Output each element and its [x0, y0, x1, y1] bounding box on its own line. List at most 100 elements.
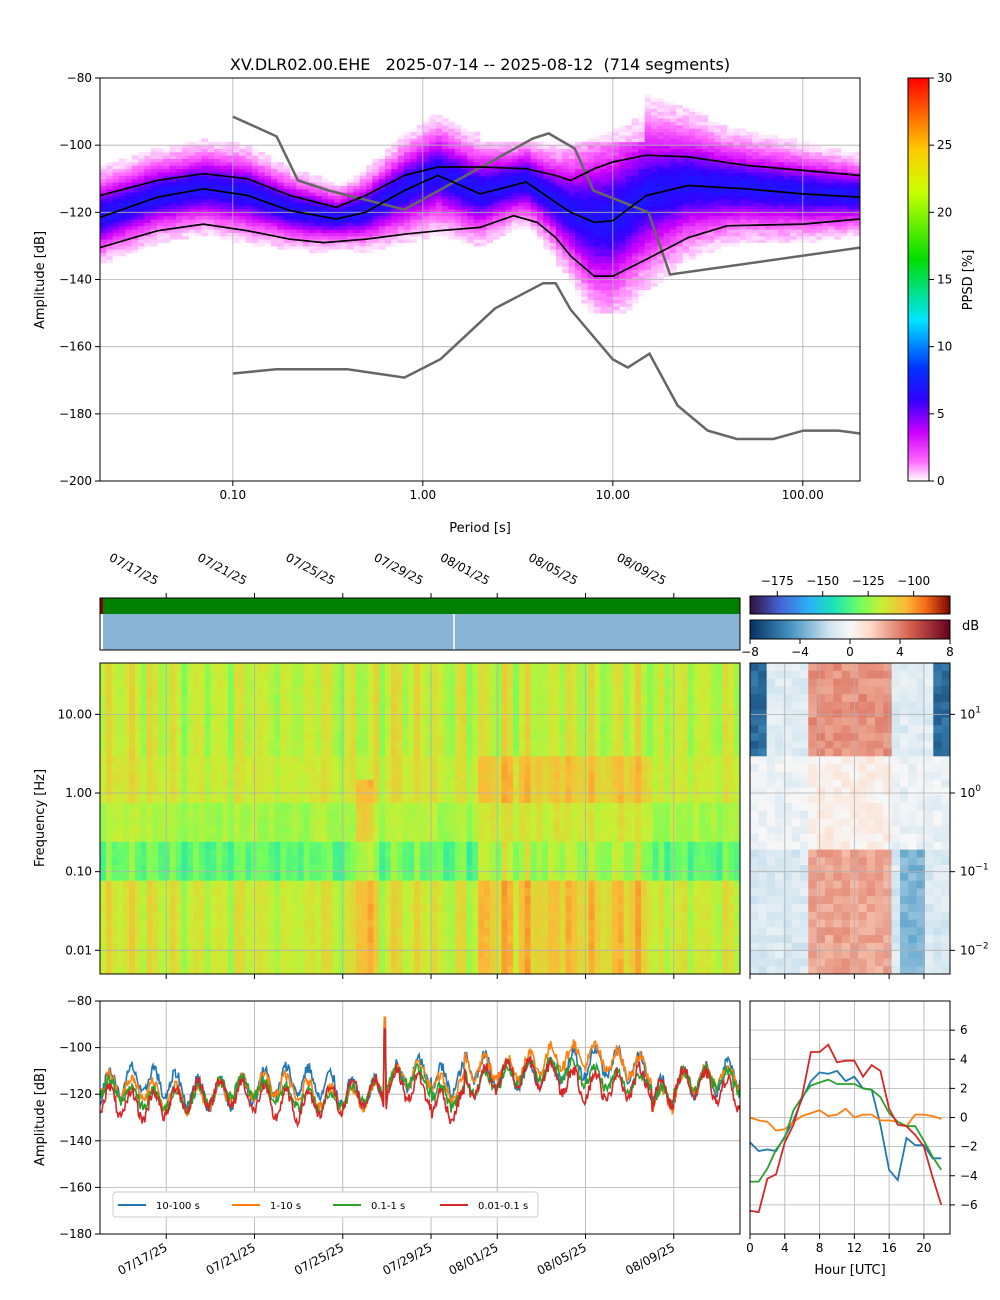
ppsd-cell	[416, 175, 424, 180]
ppsd-cell	[758, 209, 766, 213]
percentile-mid-curve	[100, 174, 860, 224]
ppsd-cell	[163, 188, 170, 193]
ppsd-cell	[334, 219, 341, 223]
ppsd-cell	[676, 225, 683, 230]
ppsd-cell	[220, 222, 227, 227]
ppsd-cell	[404, 178, 411, 183]
ppsd-cell	[600, 272, 607, 277]
ppsd-cell	[100, 232, 107, 237]
ppsd-cell	[638, 286, 645, 290]
spectrogram-cell	[216, 919, 223, 928]
ppsd-cell	[182, 219, 189, 223]
ppsd-cell	[619, 172, 626, 176]
spectrogram-cell	[123, 865, 130, 874]
ppsd-cell	[714, 209, 721, 213]
spectrogram-cell	[123, 818, 130, 827]
ppsd-cell	[328, 239, 335, 243]
ppsd-cell	[651, 168, 658, 173]
ppsd-cell	[150, 168, 158, 173]
spectrogram-cell	[129, 787, 136, 796]
ppsd-cell	[606, 205, 614, 210]
spectrogram-cell	[187, 740, 194, 750]
ppsd-cell	[657, 168, 664, 173]
ppsd-cell	[397, 209, 405, 213]
ppsd-cell	[670, 269, 677, 274]
ppsd-cell	[613, 282, 620, 287]
ppsd-cell	[746, 198, 753, 203]
ppsd-cell	[214, 162, 221, 166]
ppsd-cell	[429, 155, 436, 159]
ppsd-cell	[176, 232, 183, 237]
spectrogram-cell	[175, 872, 182, 882]
ppsd-cell	[746, 192, 753, 196]
ppsd-cell	[682, 235, 690, 240]
spectrogram-cell	[181, 935, 188, 944]
spectrogram-cell	[134, 733, 142, 742]
ppsd-cell	[594, 286, 601, 290]
ppsd-cell	[809, 202, 816, 207]
ppsd-cell	[505, 209, 512, 213]
ppsd-cell	[448, 141, 455, 146]
ppsd-cell	[853, 205, 860, 210]
ppsd-cell	[549, 185, 557, 190]
spectrogram-cell	[140, 935, 147, 944]
spectrogram-cell	[181, 756, 188, 765]
ppsd-cell	[581, 151, 588, 156]
ppsd-cell	[404, 131, 411, 136]
ppsd-cell	[353, 225, 360, 230]
ppsd-cell	[195, 212, 202, 217]
ppsd-cell	[100, 168, 107, 173]
ppsd-cell	[600, 262, 607, 267]
spectrogram-cell	[129, 764, 136, 773]
ppsd-cell	[461, 168, 468, 173]
ppsd-cell	[765, 135, 772, 139]
spectrogram-cell	[140, 764, 147, 773]
ppsd-cell	[613, 239, 620, 243]
ppsd-cell	[416, 222, 424, 227]
spectrogram-cell	[123, 663, 130, 672]
ppsd-cell	[568, 239, 576, 243]
ppsd-cell	[581, 286, 588, 290]
ppsd-cell	[100, 165, 107, 170]
ppsd-cell	[119, 168, 126, 173]
spectrogram-cell	[158, 849, 165, 858]
ppsd-cell	[638, 225, 645, 230]
spectrogram-cell	[169, 841, 177, 851]
spectrogram-cell	[193, 663, 200, 672]
ppsd-cell	[733, 188, 740, 193]
ppsd-cell	[670, 232, 677, 237]
ppsd-cell	[606, 151, 614, 156]
ppsd-cell	[670, 245, 677, 250]
ppsd-cell	[625, 242, 633, 247]
ppsd-cell	[777, 209, 785, 213]
spectrogram-cell	[210, 748, 217, 757]
ppsd-cell	[689, 158, 696, 163]
ppsd-cell	[511, 162, 519, 166]
ppsd-cell	[771, 148, 778, 153]
spectrogram-cell	[222, 935, 229, 944]
spectrogram-cell	[204, 764, 211, 773]
ppsd-cell	[518, 192, 525, 196]
ppsd-cell	[188, 202, 196, 207]
spectrogram-cell	[198, 935, 206, 944]
ppsd-cell	[505, 229, 512, 233]
ppsd-cell	[556, 205, 563, 210]
ppsd-cell	[733, 192, 740, 196]
ppsd-cell	[176, 192, 183, 196]
ppsd-cell	[765, 202, 772, 207]
ppsd-cell	[448, 185, 455, 190]
ppsd-cell	[226, 198, 234, 203]
ppsd-cell	[410, 235, 417, 240]
ppsd-cell	[328, 235, 335, 240]
ppsd-cell	[796, 202, 804, 207]
ppsd-cell	[600, 282, 607, 287]
ppsd-cell	[182, 145, 189, 149]
ppsd-cell	[606, 155, 614, 159]
ppsd-cell	[423, 225, 430, 230]
ppsd-cell	[480, 209, 487, 213]
ppsd-cell	[619, 296, 626, 301]
ppsd-cell	[328, 242, 335, 247]
spectrogram-cell	[158, 904, 165, 913]
ppsd-cell	[511, 188, 519, 193]
ppsd-cell	[448, 162, 455, 166]
